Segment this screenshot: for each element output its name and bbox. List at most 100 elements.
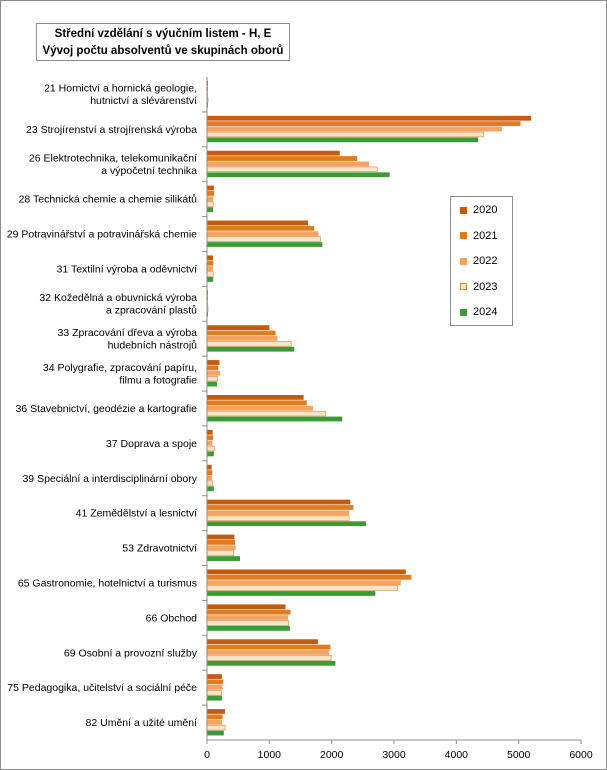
category-label: 65 Gastronomie, hotelnictví a turismus [18,577,197,589]
bar-2021 [207,156,358,161]
bar-2024 [207,591,376,596]
bar-2024 [207,695,222,701]
bar-2022 [207,545,236,551]
bar-2020 [207,639,318,645]
x-tick-label: 2000 [320,749,344,761]
bar-2023 [206,341,292,347]
bar-2024 [207,207,214,213]
bar-2023 [206,620,289,626]
bar-2022 [207,510,350,516]
category-label: filmu a fotografie [119,374,197,386]
category-label: 69 Osobní a provozní služby [64,647,198,659]
legend-label: 2022 [473,255,498,267]
bar-2023 [206,515,350,521]
category-label: 28 Technická chemie a chemie silikátů [19,194,198,206]
bar-2024 [207,346,295,352]
category-label: hudebních nástrojů [108,339,197,351]
category-label: 21 Hornictví a hornická geologie, [44,83,197,95]
x-tick-label: 6000 [569,749,593,761]
bar-2024 [207,416,343,422]
category-label: 31 Textilní výroba a oděvnictví [57,263,198,275]
category-label: 34 Polygrafie, zpracování papíru, [43,362,197,374]
bar-2021 [207,470,213,475]
bar-2020 [207,255,213,261]
bar-2021 [207,644,331,650]
bar-2022 [207,405,313,411]
category-label: 82 Umění a užité umění [86,717,198,729]
category-label: 32 Kožedělná a obuvnická výroba [39,292,197,304]
bar-2024 [207,277,214,282]
bar-2020 [207,604,286,610]
bar-2024 [207,451,214,457]
legend-item-2022: 2022 [460,254,497,268]
legend-swatch [460,308,467,316]
bar-2020 [207,499,351,505]
bar-2024 [207,381,217,387]
legend-swatch [460,257,467,265]
x-tick-label: 4000 [445,749,469,761]
bar-2024 [207,486,214,492]
bar-2023 [206,724,226,731]
legend-item-2021: 2021 [460,229,497,243]
bar-2023 [206,410,326,417]
bar-2023 [206,201,214,207]
bar-2023 [206,166,378,173]
bar-2020 [207,325,270,331]
bar-2024 [207,172,390,178]
legend-label: 2024 [473,306,498,318]
legend-label: 2020 [473,204,498,216]
legend-swatch [460,232,467,239]
category-label: a zpracování plastů [106,305,197,317]
bar-2020 [207,534,235,540]
legend-label: 2023 [473,280,498,293]
legend: 2020 2021 2022 2023 2024 [450,196,513,326]
bar-2021 [207,121,521,127]
bar-2021 [207,225,315,231]
bar-2021 [207,435,214,441]
bar-2022 [207,266,213,272]
x-tick-label: 0 [204,749,210,761]
category-label: 66 Obchod [146,612,198,624]
bar-2021 [207,191,215,196]
bar-2023 [206,131,485,138]
bar-2020 [207,429,213,435]
bar-2021 [207,330,276,336]
bar-2022 [207,161,370,167]
bar-2020 [207,709,226,714]
bar-2024 [207,660,336,666]
bar-2022 [207,126,502,132]
bar-2022 [207,650,330,655]
bar-2023 [206,585,399,591]
category-label: 53 Zdravotnictví [122,543,197,555]
bar-2020 [207,674,222,679]
bar-2021 [207,714,223,720]
category-label: 37 Doprava a spoje [106,438,197,450]
bar-2023 [206,480,213,487]
bar-2024 [207,556,241,561]
bar-2024 [207,521,366,527]
bar-2020 [207,395,304,400]
bar-2022 [207,475,212,481]
bar-2021 [207,365,219,371]
bar-2020 [207,464,212,470]
bar-2021 [207,539,236,545]
bar-2022 [207,196,214,202]
bar-2022 [207,719,222,725]
category-label: 23 Strojírenství a strojírenská výroba [26,124,197,136]
bar-2022 [207,336,278,341]
legend-item-2020: 2020 [460,203,497,217]
bar-2020 [207,150,340,156]
bar-2021 [207,609,291,615]
legend-item-2023: 2023 [460,280,497,294]
category-label: hutnictví a slévárenství [90,95,197,107]
bar-2023 [206,690,222,696]
bar-2020 [207,360,220,365]
bar-2023 [206,376,218,382]
category-label: 39 Speciální a interdisciplinární obory [22,473,197,485]
bar-2023 [206,236,321,242]
category-label: 36 Stavebnictví, geodézie a kartografie [15,403,197,415]
bar-2024 [207,730,224,736]
bar-2020 [207,115,532,121]
bar-2020 [207,220,308,226]
